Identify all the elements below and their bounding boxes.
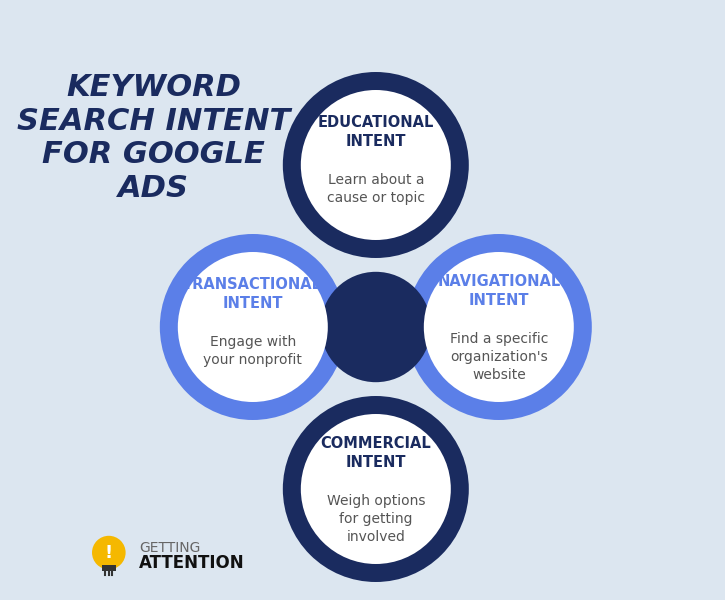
- Text: Find a specific
organization's
website: Find a specific organization's website: [450, 332, 548, 382]
- Text: Engage with
your nonprofit: Engage with your nonprofit: [204, 335, 302, 367]
- Text: KEYWORD
SEARCH INTENT
FOR GOOGLE
ADS: KEYWORD SEARCH INTENT FOR GOOGLE ADS: [17, 73, 291, 203]
- Text: Weigh options
for getting
involved: Weigh options for getting involved: [326, 494, 425, 544]
- Text: NAVIGATIONAL
INTENT: NAVIGATIONAL INTENT: [437, 274, 560, 308]
- Circle shape: [406, 234, 592, 420]
- Text: COMMERCIAL
INTENT: COMMERCIAL INTENT: [320, 436, 431, 470]
- Text: GETTING: GETTING: [138, 541, 200, 555]
- FancyBboxPatch shape: [102, 565, 116, 571]
- Text: TRANSACTIONAL
INTENT: TRANSACTIONAL INTENT: [183, 277, 323, 311]
- Circle shape: [92, 536, 125, 569]
- Text: Learn about a
cause or topic: Learn about a cause or topic: [327, 173, 425, 205]
- Circle shape: [283, 72, 469, 258]
- Circle shape: [320, 272, 431, 382]
- Circle shape: [301, 414, 451, 564]
- Circle shape: [283, 396, 469, 582]
- Text: ATTENTION: ATTENTION: [138, 554, 244, 572]
- Circle shape: [301, 90, 451, 240]
- Text: !: !: [104, 544, 113, 562]
- Circle shape: [178, 252, 328, 402]
- Circle shape: [160, 234, 346, 420]
- Circle shape: [424, 252, 573, 402]
- Text: EDUCATIONAL
INTENT: EDUCATIONAL INTENT: [318, 115, 434, 149]
